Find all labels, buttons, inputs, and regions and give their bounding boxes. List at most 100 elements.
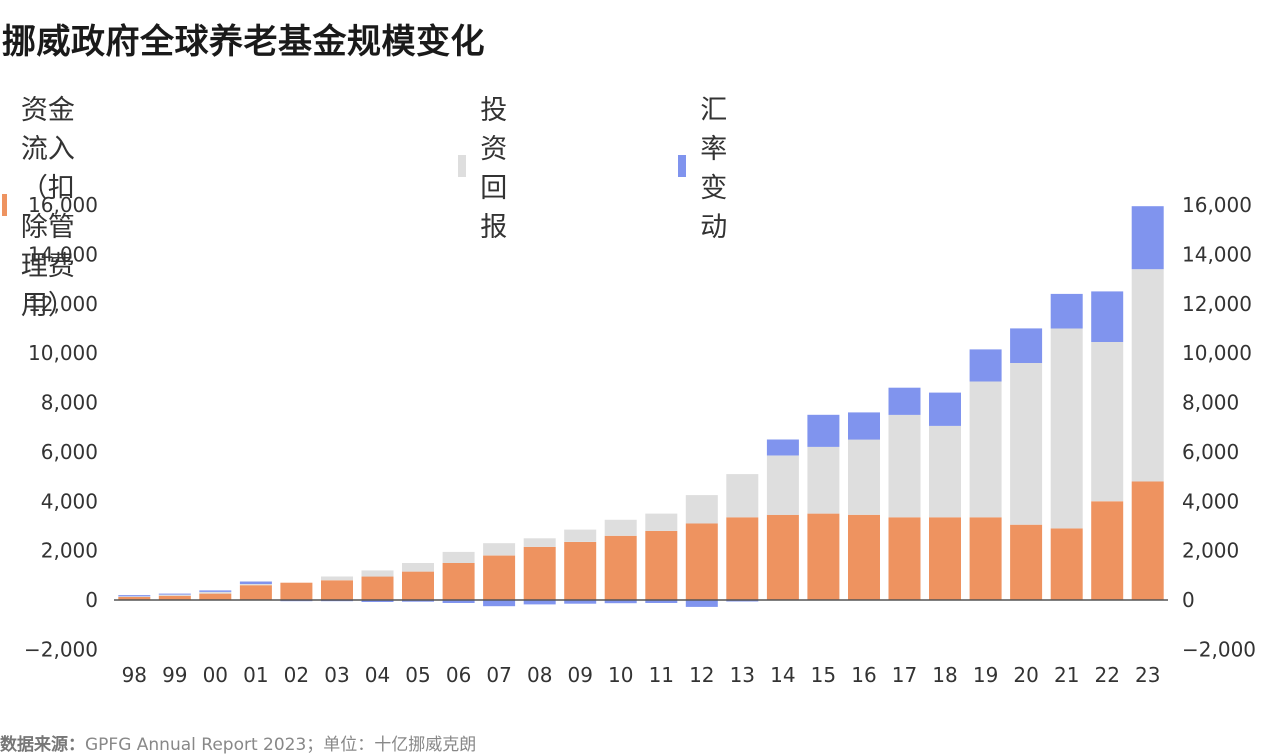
bar-23-series-2 xyxy=(1131,206,1164,270)
source-label: 数据来源： xyxy=(0,735,85,755)
bar-13-series-0 xyxy=(726,517,759,600)
bar-17-series-1 xyxy=(888,414,921,518)
y-tick-left-10000: 10,000 xyxy=(28,341,98,365)
y-tick-right-8000: 8,000 xyxy=(1182,391,1239,415)
bar-18-series-1 xyxy=(929,426,961,518)
bar-09-series-1 xyxy=(564,529,597,542)
x-tick-19: 19 xyxy=(973,663,998,687)
bar-16-series-1 xyxy=(848,439,880,515)
x-tick-07: 07 xyxy=(486,663,511,687)
bar-08-series-1 xyxy=(523,538,556,547)
x-tick-17: 17 xyxy=(892,663,917,687)
bar-18-series-2 xyxy=(929,392,961,426)
y-tick-right-16000: 16,000 xyxy=(1182,193,1252,217)
legend-swatch-fx xyxy=(678,155,687,177)
bar-22-series-0 xyxy=(1091,501,1124,601)
bar-98-series-2 xyxy=(118,595,151,597)
bar-19-series-0 xyxy=(969,517,1002,600)
legend-swatch-inflow xyxy=(2,194,7,216)
x-tick-15: 15 xyxy=(811,663,836,687)
bar-05-series-1 xyxy=(402,563,434,572)
legend-swatch-return xyxy=(458,155,467,177)
bar-99-series-1 xyxy=(158,594,191,596)
y-tick-right-12000: 12,000 xyxy=(1182,292,1252,316)
bar-05-series-0 xyxy=(402,571,434,600)
bar-04-series-0 xyxy=(361,576,394,600)
bar-99-series-0 xyxy=(158,595,191,600)
bar-09-series-2 xyxy=(564,600,597,604)
bar-23-series-0 xyxy=(1131,481,1164,600)
bar-20-series-2 xyxy=(1010,328,1043,363)
x-tick-04: 04 xyxy=(365,663,390,687)
bar-98-series-1 xyxy=(118,596,151,597)
x-tick-16: 16 xyxy=(851,663,876,687)
bar-15-series-2 xyxy=(807,414,840,447)
y-tick-right-0: 0 xyxy=(1182,588,1195,612)
x-tick-10: 10 xyxy=(608,663,633,687)
bar-23-series-1 xyxy=(1131,269,1164,482)
y-tick-left-8000: 8,000 xyxy=(41,391,98,415)
bar-10-series-1 xyxy=(604,519,637,536)
y-tick-right-10000: 10,000 xyxy=(1182,341,1252,365)
legend-item-return: 投资回报 xyxy=(458,88,521,244)
x-tick-08: 08 xyxy=(527,663,552,687)
y-tick-right-4000: 4,000 xyxy=(1182,489,1239,513)
y-tick-left-6000: 6,000 xyxy=(41,440,98,464)
y-tick-right-6000: 6,000 xyxy=(1182,440,1239,464)
x-tick-22: 22 xyxy=(1094,663,1119,687)
bar-01-series-2 xyxy=(239,581,272,584)
bar-10-series-0 xyxy=(604,535,637,600)
bar-99-series-2 xyxy=(158,593,191,595)
x-tick-02: 02 xyxy=(284,663,309,687)
bar-00-series-2 xyxy=(199,590,232,592)
bar-00-series-0 xyxy=(199,593,232,600)
bar-11-series-1 xyxy=(645,513,678,531)
bar-05-series-2 xyxy=(402,600,434,602)
bar-06-series-0 xyxy=(442,563,475,600)
x-tick-98: 98 xyxy=(122,663,147,687)
chart-title: 挪威政府全球养老基金规模变化 xyxy=(2,22,485,62)
y-tick-right--2000: −2,000 xyxy=(1182,637,1256,661)
bar-20-series-1 xyxy=(1010,363,1043,525)
y-tick-left-4000: 4,000 xyxy=(41,489,98,513)
bar-98-series-0 xyxy=(118,597,151,600)
bar-08-series-2 xyxy=(523,600,556,605)
x-tick-18: 18 xyxy=(932,663,957,687)
bar-21-series-0 xyxy=(1050,528,1083,600)
bar-14-series-1 xyxy=(766,455,799,515)
bar-07-series-0 xyxy=(483,555,516,600)
bar-03-series-1 xyxy=(321,576,353,581)
bar-22-series-2 xyxy=(1091,291,1124,342)
bars-layer xyxy=(118,206,1164,607)
bar-12-series-0 xyxy=(685,523,718,600)
bar-04-series-1 xyxy=(361,570,394,577)
left-y-axis: −2,000 0 2,000 4,000 6,000 8,000 10,000 12,000 1… xyxy=(24,193,98,661)
x-tick-03: 03 xyxy=(324,663,349,687)
bar-21-series-1 xyxy=(1050,328,1083,529)
x-tick-23: 23 xyxy=(1135,663,1160,687)
bar-15-series-1 xyxy=(807,446,840,514)
bar-03-series-0 xyxy=(321,580,353,601)
x-tick-21: 21 xyxy=(1054,663,1079,687)
x-tick-11: 11 xyxy=(649,663,674,687)
source-text: GPFG Annual Report 2023；单位：十亿挪威克朗 xyxy=(85,735,477,755)
bar-19-series-2 xyxy=(969,349,1002,382)
bar-17-series-2 xyxy=(888,387,921,415)
legend-label-fx: 汇率变动 xyxy=(700,95,728,243)
y-tick-left-16000: 16,000 xyxy=(28,193,98,217)
bar-06-series-2 xyxy=(442,600,475,603)
bar-01-series-1 xyxy=(239,584,272,586)
y-tick-left--2000: −2,000 xyxy=(24,637,98,661)
bar-11-series-2 xyxy=(645,600,678,603)
bar-07-series-1 xyxy=(483,543,516,556)
legend-label-return: 投资回报 xyxy=(480,95,508,243)
bar-12-series-1 xyxy=(685,495,718,524)
y-tick-right-14000: 14,000 xyxy=(1182,242,1252,266)
y-tick-left-0: 0 xyxy=(85,588,98,612)
source-note: 数据来源：GPFG Annual Report 2023；单位：十亿挪威克朗 xyxy=(0,730,476,755)
bar-00-series-1 xyxy=(199,591,232,594)
x-tick-13: 13 xyxy=(730,663,755,687)
bar-16-series-0 xyxy=(848,514,880,600)
x-tick-06: 06 xyxy=(446,663,471,687)
